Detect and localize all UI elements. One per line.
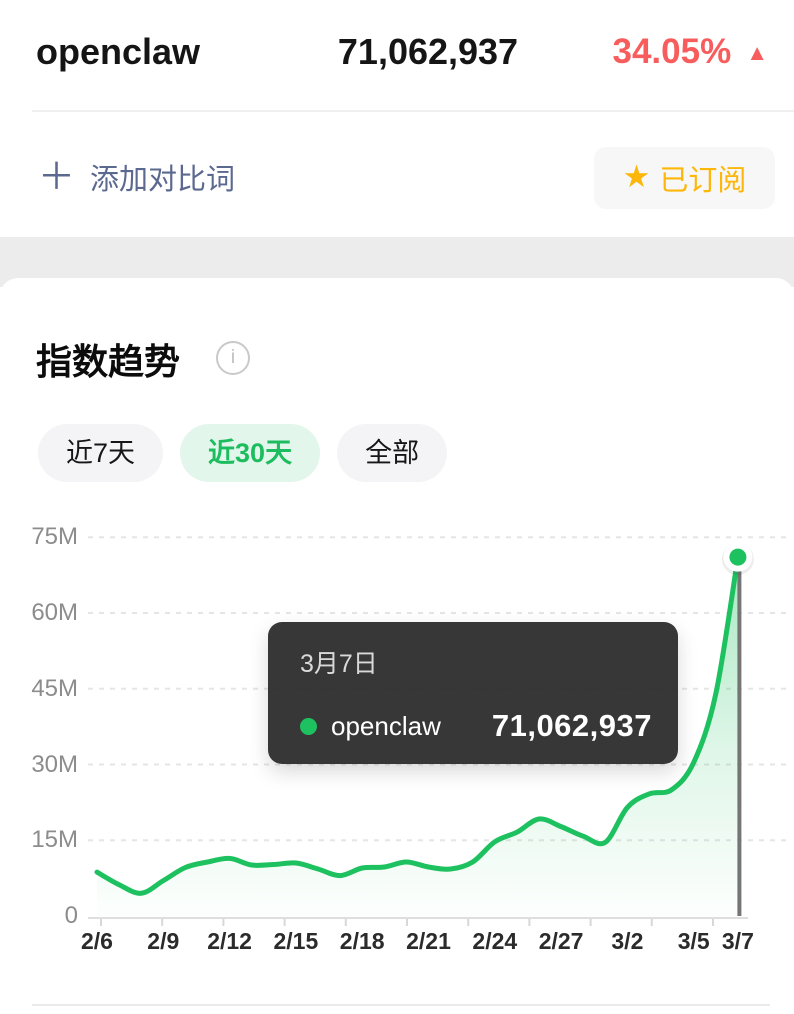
trend-card-title: 指数趋势 xyxy=(36,341,181,382)
tab-all[interactable]: 全部 xyxy=(337,424,448,482)
keyword-title: openclaw xyxy=(36,31,201,72)
tab-last-30-days[interactable]: 近30天 xyxy=(180,424,321,482)
tooltip-row: openclaw 71,062,937 xyxy=(300,708,652,744)
plus-icon: ＋ xyxy=(38,156,75,197)
index-value: 71,062,937 xyxy=(337,31,519,72)
up-triangle-icon: ▲ xyxy=(746,40,768,65)
bottom-divider xyxy=(32,1004,770,1006)
change-percent: 34.05% xyxy=(612,32,732,71)
tooltip-value: 71,062,937 xyxy=(491,708,652,743)
tooltip-date: 3月7日 xyxy=(300,650,378,678)
info-icon[interactable]: i xyxy=(216,341,250,375)
header-divider xyxy=(32,110,794,112)
add-compare-button[interactable]: ＋ 添加对比词 xyxy=(38,156,235,198)
marker-dot-icon xyxy=(729,548,747,566)
range-tabs: 近7天 近30天 全部 xyxy=(38,424,448,482)
change-badge: 34.05% ▲ xyxy=(613,30,769,74)
subscribed-label: 已订阅 xyxy=(659,165,747,197)
trend-line xyxy=(94,554,741,896)
subscribed-button[interactable]: ★ 已订阅 xyxy=(594,147,775,209)
area-fill xyxy=(97,557,738,916)
chart-tooltip: 3月7日 openclaw 71,062,937 xyxy=(268,622,678,764)
add-compare-label: 添加对比词 xyxy=(90,164,236,196)
tab-last-7-days[interactable]: 近7天 xyxy=(38,424,164,482)
tooltip-series-name: openclaw xyxy=(331,710,441,741)
star-icon: ★ xyxy=(622,158,651,194)
series-dot-icon xyxy=(300,717,317,735)
